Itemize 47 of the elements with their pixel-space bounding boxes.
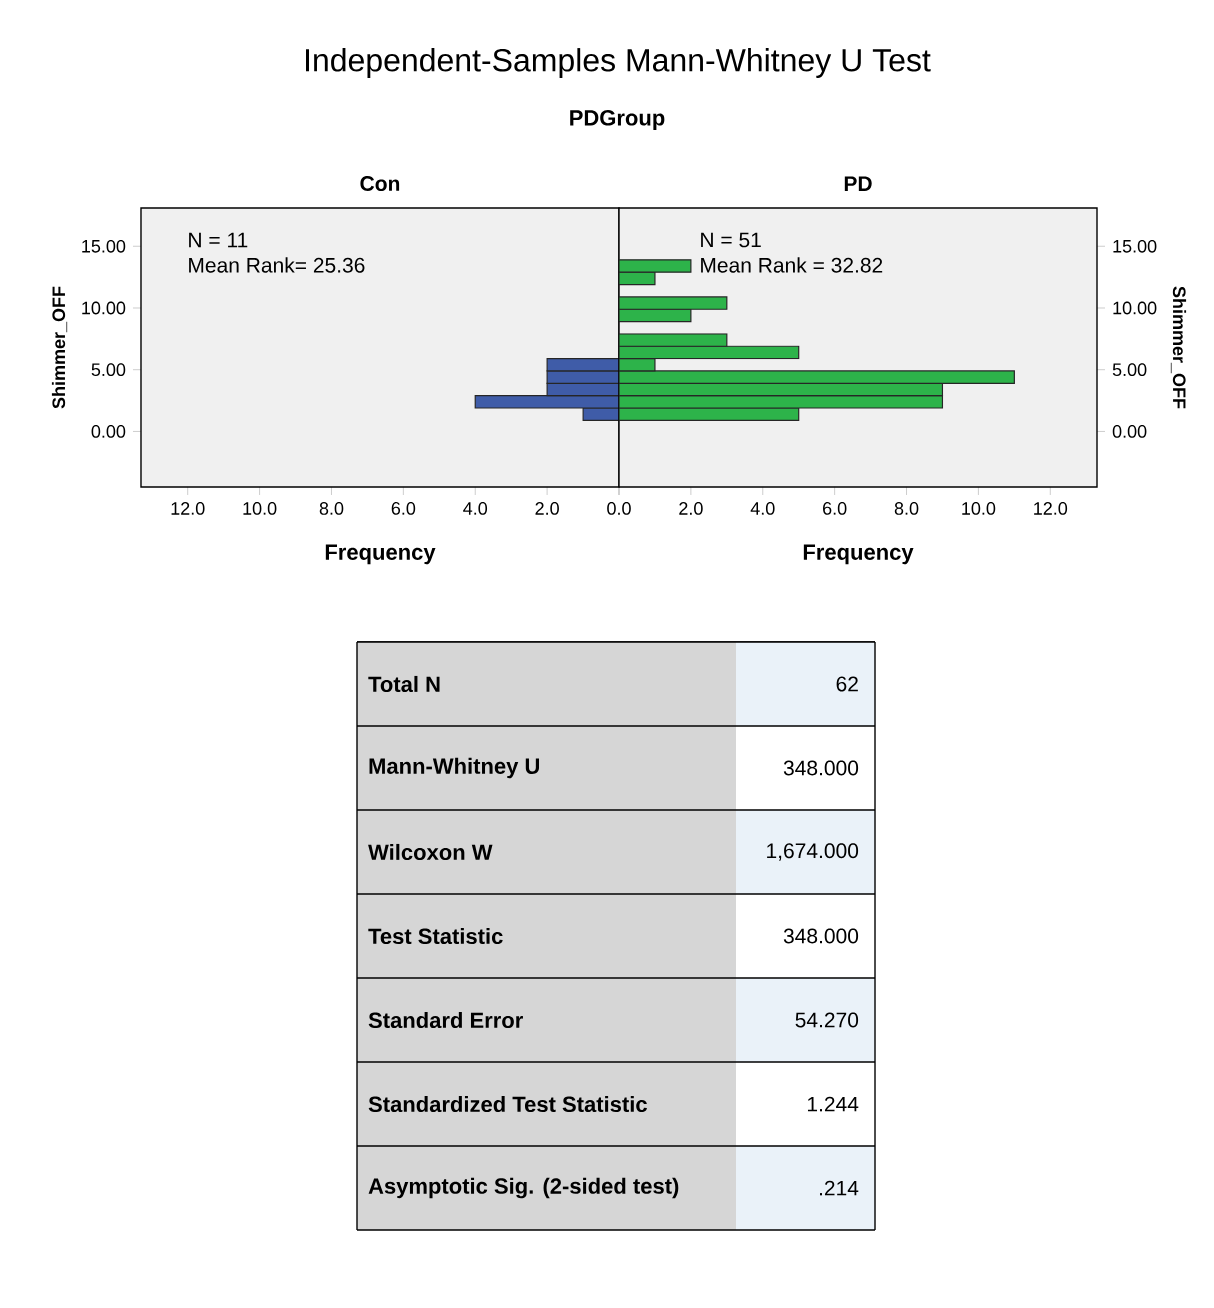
text: 1.244 (807, 1096, 859, 1112)
text: 1,674.000 (767, 843, 859, 861)
x-tick-label: 4.0 (750, 502, 775, 515)
category-label: Test Statistic (368, 927, 503, 945)
x-tick-label: 0.0 (607, 502, 631, 515)
text: .214 (819, 1180, 859, 1196)
annotation: N = 11 (189, 232, 248, 248)
y-tick-label: 15.00 (1113, 239, 1157, 253)
category-label: Mann-Whitney U (369, 757, 540, 779)
text: 54.270 (795, 1012, 859, 1028)
chart-title: Con (360, 176, 400, 191)
x-tick-label: 8.0 (894, 502, 919, 515)
category-label: Total N (368, 675, 440, 693)
y-axis-title: Shimmer_OFF (51, 286, 68, 409)
annotation: N = 51 (701, 232, 761, 248)
x-tick-label: 12.0 (1034, 502, 1068, 515)
y-tick-label: 0.00 (91, 425, 126, 438)
text: 348.000 (783, 928, 859, 944)
y-tick-label: 10.00 (1113, 301, 1157, 315)
y-axis-title: Shimmer_OFF (1170, 286, 1187, 409)
x-tick-label: 4.0 (463, 502, 488, 515)
x-tick-label: 12.0 (171, 502, 205, 515)
x-tick-label: 10.0 (243, 502, 277, 515)
x-tick-label: 8.0 (319, 502, 344, 515)
text: Independent-Samples Mann-Whitney U Test (306, 48, 931, 78)
category-label: Standardized Test Statistic (368, 1095, 647, 1113)
y-tick-label: 5.00 (91, 363, 126, 377)
annotation: Mean Rank= 25.36 (189, 257, 365, 273)
text: PDGroup (570, 110, 665, 130)
x-axis-title: Frequency (803, 544, 914, 565)
x-tick-label: 6.0 (823, 502, 847, 515)
y-tick-label: 0.00 (1112, 425, 1147, 438)
y-tick-label: 15.00 (82, 239, 126, 253)
category-label: Standard Error (368, 1011, 523, 1029)
y-tick-label: 5.00 (1112, 363, 1147, 377)
x-tick-label: 10.0 (962, 502, 996, 515)
y-tick-label: 10.00 (82, 301, 126, 315)
x-tick-label: 6.0 (391, 502, 416, 515)
category-label: Wilcoxon W (368, 843, 493, 861)
text: 348.000 (783, 760, 859, 776)
chart-title: PD (844, 176, 872, 191)
text: 62 (836, 676, 858, 692)
x-axis-title: Frequency (325, 544, 436, 565)
category-label: Asymptotic Sig. (2-sided test) (368, 1177, 679, 1199)
annotation: Mean Rank = 32.82 (701, 257, 883, 273)
x-tick-label: 2.0 (679, 502, 703, 515)
x-tick-label: 2.0 (535, 502, 559, 515)
